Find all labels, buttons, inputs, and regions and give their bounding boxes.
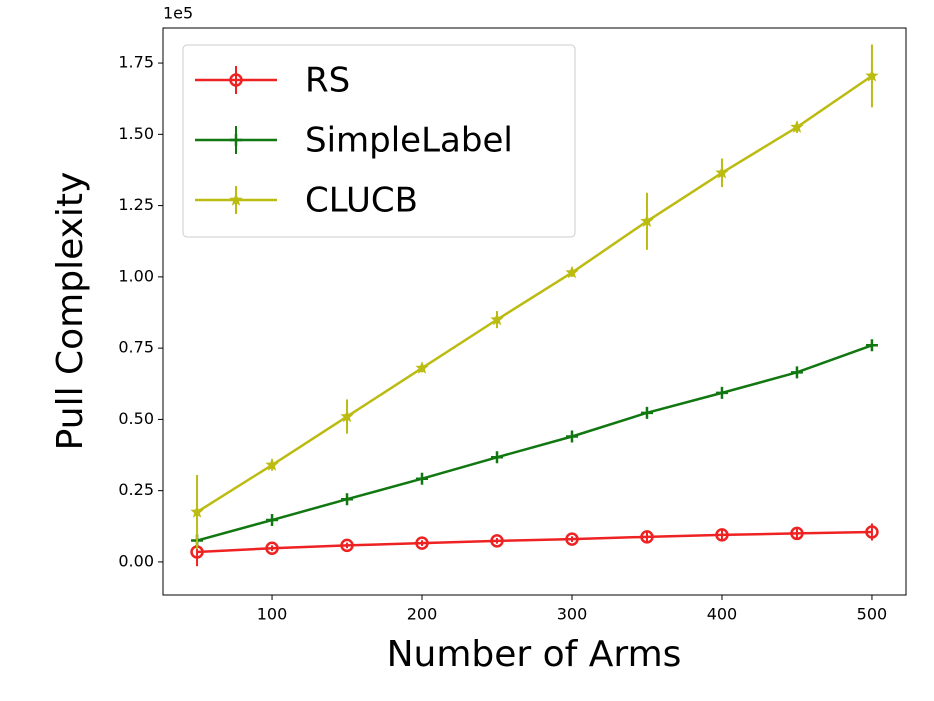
plot-frame — [162, 27, 907, 596]
marker — [790, 526, 804, 541]
marker — [415, 361, 429, 374]
y-tick-label: 0.50 — [118, 409, 154, 428]
legend-label: CLUCB — [305, 181, 418, 221]
y-axis-label: Pull Complexity — [50, 172, 91, 451]
x-tick-label: 200 — [407, 605, 438, 624]
series-line — [196, 344, 873, 542]
marker — [790, 120, 804, 133]
marker — [265, 458, 279, 471]
marker — [340, 538, 354, 553]
marker — [865, 68, 879, 82]
marker — [715, 386, 728, 399]
marker — [266, 514, 279, 527]
marker — [565, 265, 579, 279]
marker — [865, 525, 879, 539]
x-tick-label: 100 — [257, 605, 288, 624]
marker — [491, 451, 504, 464]
marker — [790, 366, 803, 379]
legend-label: SimpleLabel — [305, 121, 513, 161]
series-line — [196, 530, 872, 554]
series-line — [196, 74, 873, 514]
legend-box — [182, 44, 576, 238]
marker — [715, 528, 729, 542]
x-axis-label: Number of Arms — [387, 634, 682, 675]
marker — [416, 472, 429, 485]
legend-label: RS — [305, 61, 350, 101]
x-tick-label: 300 — [557, 605, 588, 624]
marker — [640, 530, 654, 544]
y-tick-label: 1.75 — [118, 53, 154, 72]
series — [191, 339, 878, 547]
marker — [565, 532, 579, 546]
series — [190, 523, 879, 567]
marker — [865, 339, 878, 352]
marker — [565, 430, 578, 443]
marker — [265, 541, 279, 555]
x-tick-label: 500 — [857, 605, 888, 624]
marker — [340, 409, 354, 423]
y-tick-label: 1.25 — [118, 195, 154, 214]
marker — [490, 534, 504, 548]
marker — [190, 505, 204, 518]
series — [190, 44, 879, 550]
y-tick-label: 1.50 — [118, 124, 154, 143]
y-tick-label: 0.00 — [118, 551, 154, 570]
legend-marker — [229, 193, 243, 206]
y-tick-label: 0.25 — [118, 480, 154, 499]
legend-marker — [229, 73, 243, 87]
y-tick-label: 0.75 — [118, 338, 154, 357]
marker — [415, 536, 429, 550]
marker — [715, 165, 729, 179]
marker — [490, 312, 504, 326]
marker — [341, 493, 354, 506]
x-tick-label: 400 — [707, 605, 738, 624]
y-offset-label: 1e5 — [163, 4, 193, 23]
marker — [640, 214, 654, 227]
legend: RS SimpleLabel CLUCB — [182, 44, 576, 238]
y-tick-label: 1.00 — [118, 266, 154, 285]
legend-marker — [230, 134, 242, 146]
marker — [640, 406, 653, 419]
